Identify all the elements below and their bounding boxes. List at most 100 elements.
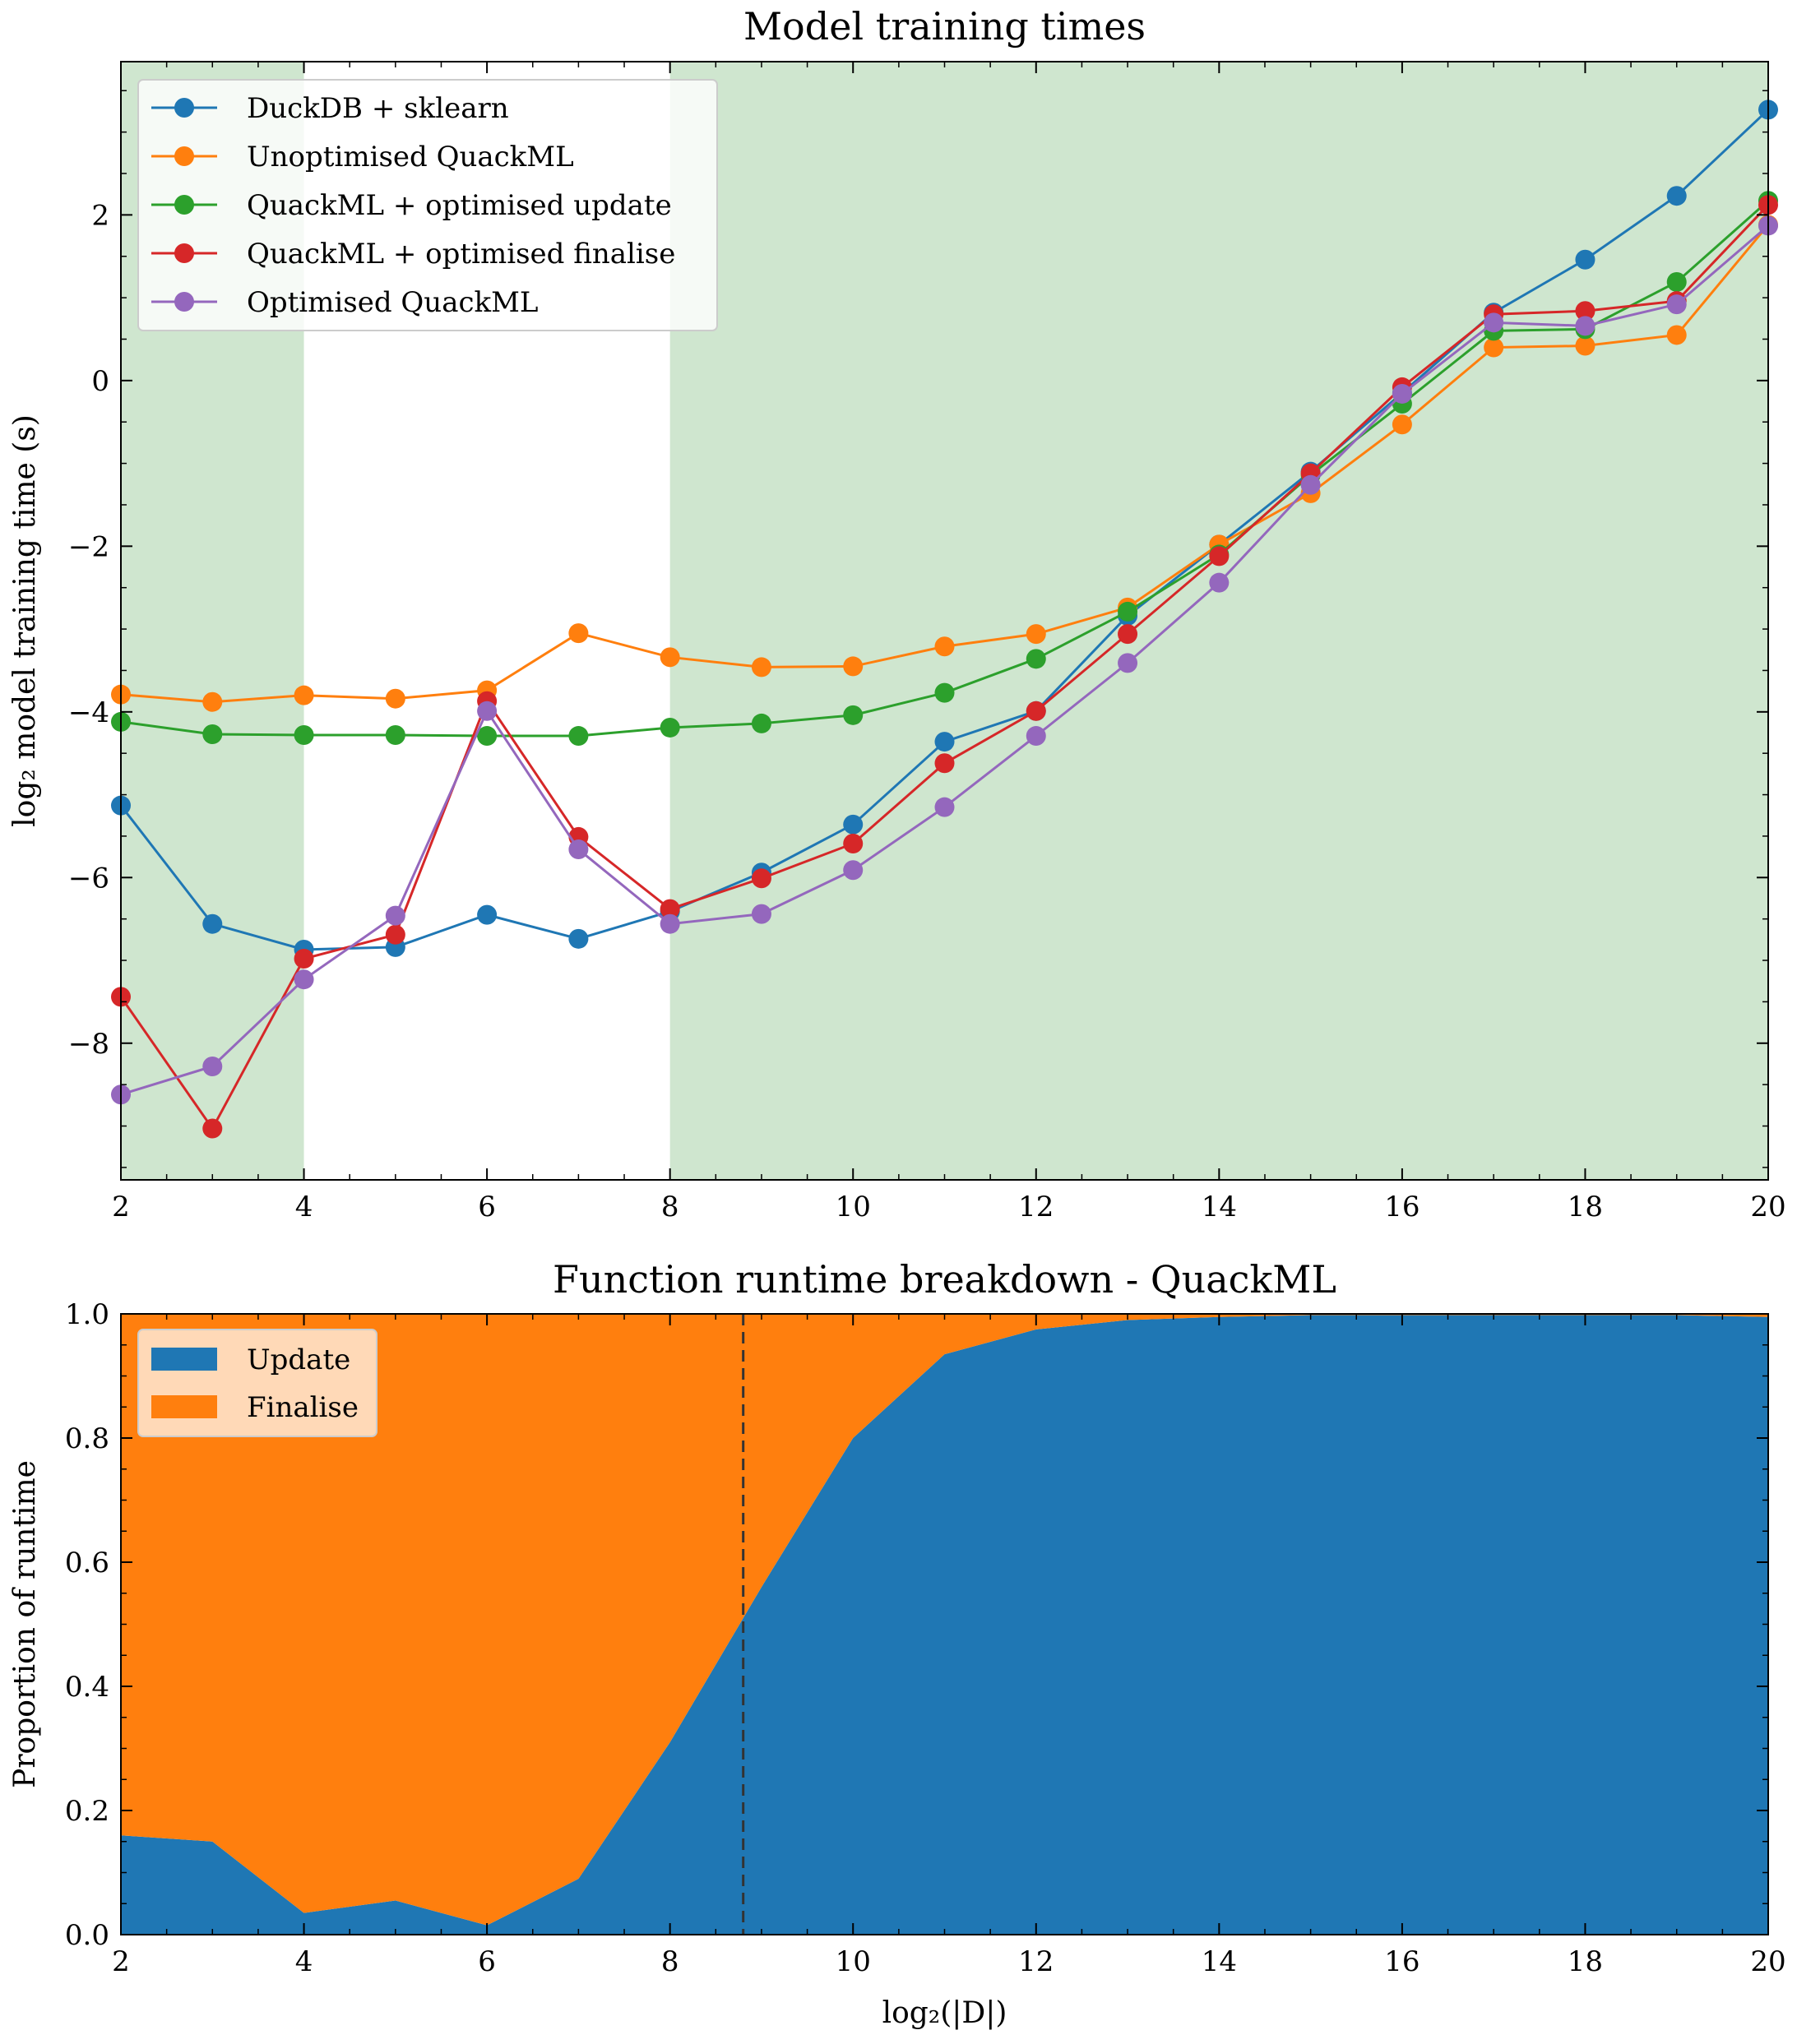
data-point-quackml-optimised-update (660, 717, 680, 738)
data-point-duckdb-sklearn (477, 904, 498, 925)
legend: DuckDB + sklearn Unoptimised QuackML Quack… (137, 79, 718, 331)
data-point-quackml-optimised-finalise (1026, 701, 1046, 721)
data-point-quackml-optimised-update (751, 713, 771, 733)
legend: Update Finalise (137, 1329, 377, 1437)
data-point-quackml-optimised-finalise (660, 899, 680, 919)
legend-swatch (151, 1348, 217, 1371)
y-tick-label: −4 (68, 696, 109, 729)
training-times-chart: Model training times 2 4 6 8 10 12 14 16 18 20−8−… (8, 4, 1786, 1223)
y-tick-label: 0.2 (65, 1795, 109, 1828)
data-point-unoptimised-quackml (1666, 325, 1687, 345)
x-tick-label: 8 (661, 1191, 679, 1223)
y-tick-label: 0.6 (65, 1547, 109, 1579)
data-point-quackml-optimised-update (294, 725, 314, 746)
legend-entry: Update (247, 1343, 350, 1376)
legend-marker (174, 98, 194, 118)
shaded-regions (121, 62, 1768, 1180)
chart-title: Model training times (743, 4, 1146, 49)
x-tick-label: 12 (1018, 1191, 1054, 1223)
data-point-unoptimised-quackml (1026, 624, 1046, 645)
data-point-optimised-quackml (202, 1056, 223, 1076)
data-point-quackml-optimised-finalise (934, 753, 955, 774)
data-point-optimised-quackml (1118, 653, 1138, 673)
y-axis-label: Proportion of runtime (8, 1460, 42, 1788)
data-point-unoptimised-quackml (934, 636, 955, 657)
data-point-duckdb-sklearn (843, 814, 864, 835)
data-point-optimised-quackml (660, 913, 680, 934)
data-point-quackml-optimised-update (934, 682, 955, 703)
x-tick-label: 14 (1202, 1191, 1237, 1223)
x-tick-label: 18 (1568, 1191, 1603, 1223)
x-tick-label: 16 (1384, 1945, 1420, 1978)
data-point-optimised-quackml (934, 797, 955, 817)
x-tick-label: 6 (478, 1945, 496, 1978)
x-tick-label: 20 (1750, 1945, 1785, 1978)
area-update (121, 1315, 1768, 1935)
data-point-unoptimised-quackml (660, 647, 680, 668)
area-finalise (121, 1314, 1768, 1926)
y-tick-label: 0.0 (65, 1919, 109, 1952)
data-point-quackml-optimised-finalise (1118, 624, 1138, 645)
data-point-quackml-optimised-finalise (1575, 301, 1596, 321)
data-point-quackml-optimised-finalise (202, 1118, 223, 1139)
y-tick-label: 2 (91, 199, 109, 232)
legend-entry: Finalise (247, 1391, 359, 1424)
data-point-optimised-quackml (294, 969, 314, 990)
data-point-quackml-optimised-update (385, 725, 405, 746)
data-point-duckdb-sklearn (1666, 186, 1687, 206)
legend-box (137, 79, 718, 331)
x-tick-label: 4 (295, 1191, 313, 1223)
x-tick-label: 18 (1568, 1945, 1603, 1978)
data-point-unoptimised-quackml (751, 657, 771, 677)
legend-swatch (151, 1395, 217, 1418)
legend-marker (174, 195, 194, 215)
legend-entry: QuackML + optimised update (247, 189, 672, 222)
data-point-unoptimised-quackml (1575, 335, 1596, 356)
data-point-unoptimised-quackml (202, 691, 223, 712)
data-point-optimised-quackml (751, 904, 771, 924)
data-point-optimised-quackml (1484, 312, 1504, 333)
data-point-unoptimised-quackml (1484, 337, 1504, 358)
data-point-unoptimised-quackml (843, 656, 864, 677)
x-tick-label: 10 (836, 1191, 871, 1223)
x-axis-label: log₂(|D|) (882, 1996, 1007, 2030)
legend-marker (174, 243, 194, 263)
data-point-quackml-optimised-finalise (751, 868, 771, 889)
data-point-quackml-optimised-update (843, 705, 864, 725)
data-point-unoptimised-quackml (1392, 414, 1412, 435)
data-point-unoptimised-quackml (568, 623, 589, 644)
data-point-unoptimised-quackml (294, 685, 314, 705)
x-tick-label: 16 (1384, 1191, 1420, 1223)
x-tick-label: 10 (836, 1945, 871, 1978)
legend-entry: Unoptimised QuackML (247, 141, 574, 173)
data-point-optimised-quackml (843, 860, 864, 881)
x-tick-label: 4 (295, 1945, 313, 1978)
data-point-duckdb-sklearn (202, 913, 223, 934)
y-tick-label: −8 (68, 1028, 109, 1061)
shaded-region (669, 62, 1768, 1180)
data-point-quackml-optimised-update (568, 726, 589, 747)
x-tick-label: 6 (478, 1191, 496, 1223)
data-point-duckdb-sklearn (1575, 249, 1596, 270)
data-point-quackml-optimised-finalise (843, 833, 864, 853)
data-point-optimised-quackml (1392, 383, 1412, 404)
x-tick-label: 12 (1018, 1945, 1054, 1978)
data-point-quackml-optimised-finalise (294, 949, 314, 969)
x-tick-label: 14 (1202, 1945, 1237, 1978)
data-point-optimised-quackml (1300, 474, 1321, 495)
stacked-areas (121, 1314, 1768, 1935)
data-point-optimised-quackml (568, 839, 589, 860)
x-tick-label: 2 (112, 1191, 130, 1223)
data-point-duckdb-sklearn (934, 732, 955, 752)
data-point-quackml-optimised-update (1666, 271, 1687, 292)
data-point-optimised-quackml (1026, 726, 1046, 747)
data-point-optimised-quackml (477, 701, 498, 721)
legend-marker (174, 292, 194, 312)
y-tick-label: 0 (91, 365, 109, 398)
axes: 2 4 6 8 10 12 14 16 18 20 0.0 0.2 0.4 0.6 0.8 1.0 (65, 1298, 1786, 1978)
data-point-optimised-quackml (1575, 316, 1596, 336)
data-point-optimised-quackml (1209, 572, 1230, 593)
data-point-duckdb-sklearn (568, 928, 589, 949)
y-axis-label: log₂ model training time (s) (8, 414, 42, 827)
y-tick-label: 0.4 (65, 1671, 109, 1704)
